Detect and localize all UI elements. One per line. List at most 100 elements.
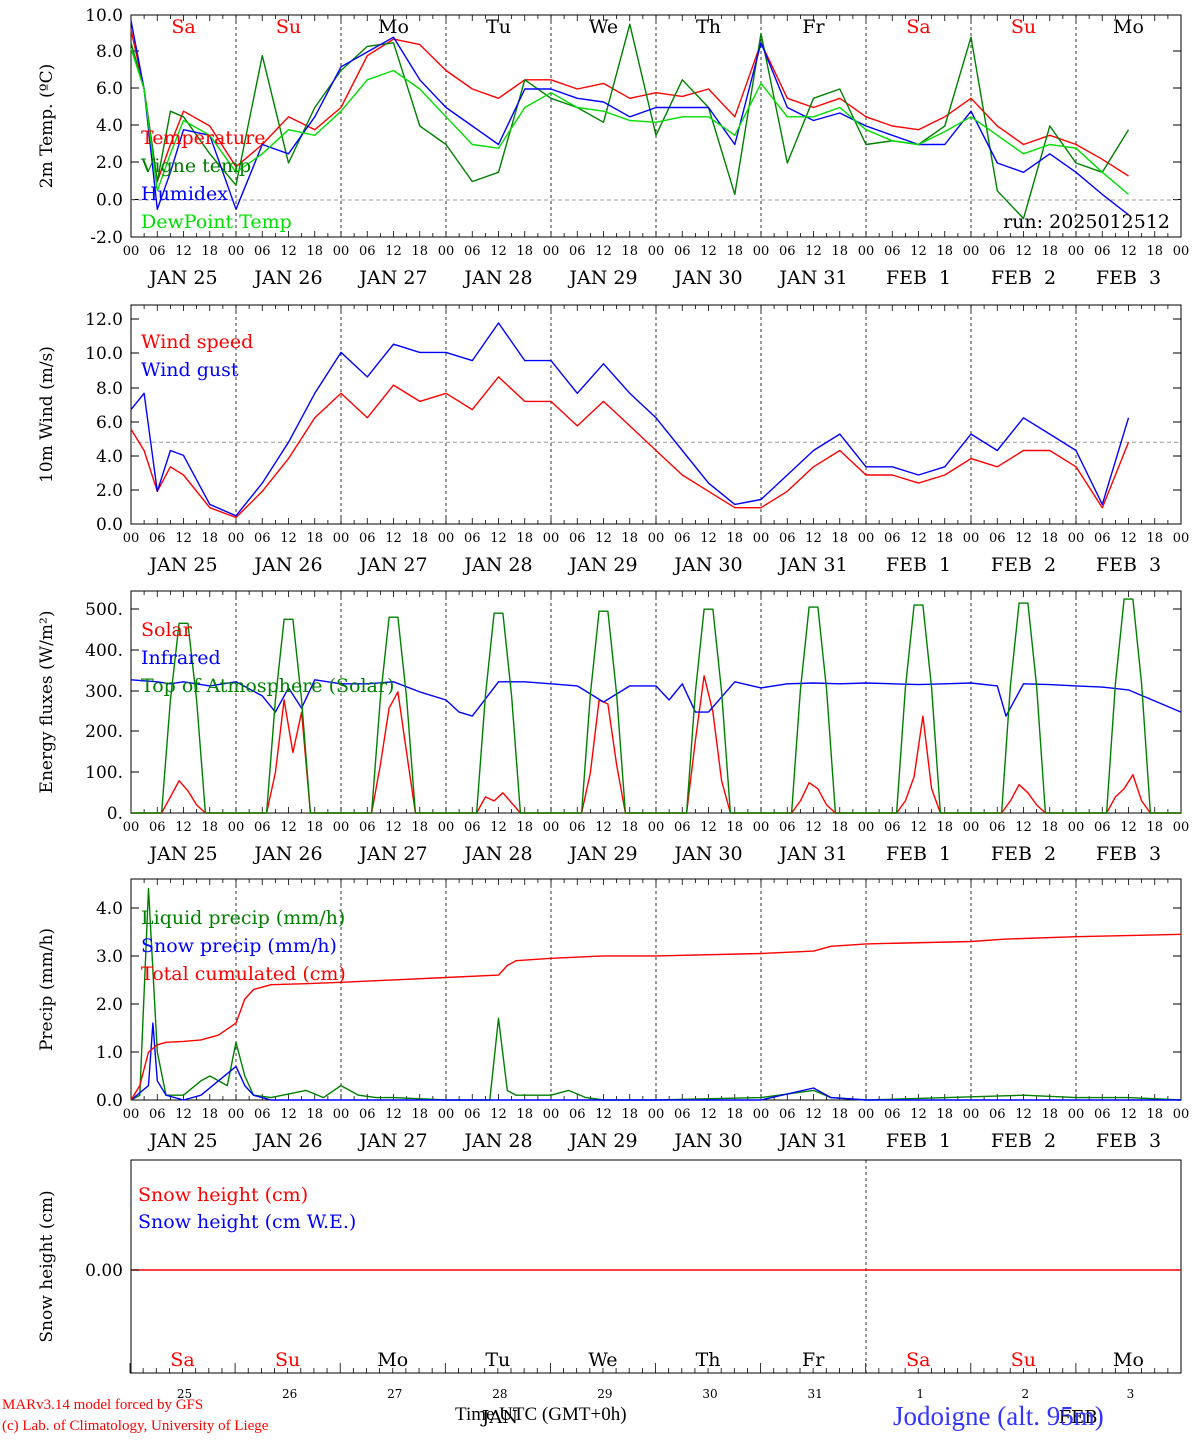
legend-entry: Infrared xyxy=(141,647,221,669)
hour-tick-label: 06 xyxy=(884,820,901,835)
hour-tick-label: 18 xyxy=(306,1107,323,1122)
hour-tick-label: 18 xyxy=(306,244,323,259)
hour-tick-label: 12 xyxy=(910,244,927,259)
day-number: 2 xyxy=(1022,1387,1030,1401)
hour-tick-label: 12 xyxy=(1015,1107,1032,1122)
hour-tick-label: 06 xyxy=(1094,531,1111,546)
hour-tick-label: 12 xyxy=(1120,1107,1137,1122)
hour-tick-label: 06 xyxy=(884,244,901,259)
day-number: 29 xyxy=(597,1387,612,1401)
y-axis-label: 2m Temp. (ºC) xyxy=(37,64,57,189)
hour-tick-label: 06 xyxy=(359,1107,376,1122)
hour-tick-label: 12 xyxy=(1015,244,1032,259)
hour-tick-label: 00 xyxy=(648,820,665,835)
hour-tick-label: 00 xyxy=(438,531,455,546)
hour-tick-label: 12 xyxy=(805,244,822,259)
hour-tick-label: 18 xyxy=(411,1107,428,1122)
date-label: FEB 2 xyxy=(991,843,1056,865)
hour-tick-label: 18 xyxy=(621,820,638,835)
hour-tick-label: 18 xyxy=(1041,531,1058,546)
date-label: FEB 3 xyxy=(1096,554,1161,576)
hour-tick-label: 18 xyxy=(936,244,953,259)
day-name: We xyxy=(589,16,618,38)
day-name: Mo xyxy=(378,16,409,38)
series-line-temperature xyxy=(130,29,1129,183)
hour-tick-label: 18 xyxy=(201,1107,218,1122)
month-label: JAN xyxy=(480,1407,518,1428)
series-line-total-cumulated-cm- xyxy=(130,933,1182,1101)
hour-tick-label: 00 xyxy=(438,244,455,259)
hour-tick-label: 18 xyxy=(201,531,218,546)
date-label: JAN 30 xyxy=(672,843,742,865)
hour-tick-label: 18 xyxy=(726,1107,743,1122)
date-label: JAN 31 xyxy=(777,843,847,865)
hour-tick-label: 06 xyxy=(989,244,1006,259)
y-tick-label: 4.0 xyxy=(96,447,123,467)
hour-tick-label: 06 xyxy=(1094,244,1111,259)
hour-tick-label: 00 xyxy=(648,244,665,259)
hour-tick-label: 06 xyxy=(464,531,481,546)
hour-tick-label: 06 xyxy=(569,1107,586,1122)
day-name: Fr xyxy=(802,16,825,38)
legend-entry: Wind gust xyxy=(141,359,239,381)
hour-tick-label: 18 xyxy=(621,244,638,259)
y-axis-label: 10m Wind (m/s) xyxy=(37,346,57,483)
hour-tick-label: 18 xyxy=(936,531,953,546)
hour-tick-label: 12 xyxy=(280,820,297,835)
hour-tick-label: 12 xyxy=(490,820,507,835)
x-axis-label: Time UTC (GMT+0h) xyxy=(455,1404,627,1425)
hour-tick-label: 18 xyxy=(516,531,533,546)
hour-tick-label: 06 xyxy=(1094,820,1111,835)
hour-tick-label: 12 xyxy=(385,531,402,546)
y-tick-label: 0.00 xyxy=(85,1261,123,1281)
hour-tick-label: 12 xyxy=(175,820,192,835)
hour-tick-label: 00 xyxy=(123,244,140,259)
hour-tick-label: 00 xyxy=(753,820,770,835)
hour-tick-label: 12 xyxy=(700,244,717,259)
y-axis-label: Energy fluxes (W/m²) xyxy=(37,611,57,794)
date-label: JAN 25 xyxy=(147,843,217,865)
series-line-vigne-temp xyxy=(130,23,1130,220)
date-label: JAN 30 xyxy=(672,1130,742,1152)
hour-tick-label: 12 xyxy=(175,531,192,546)
day-name: Su xyxy=(1011,1349,1036,1371)
day-number: 27 xyxy=(387,1387,402,1401)
hour-tick-label: 00 xyxy=(753,1107,770,1122)
series-line-wind-gust xyxy=(130,322,1130,517)
hour-tick-label: 06 xyxy=(779,1107,796,1122)
hour-tick-label: 12 xyxy=(280,1107,297,1122)
day-number: 1 xyxy=(916,1387,924,1401)
hour-tick-label: 06 xyxy=(674,820,691,835)
hour-tick-label: 12 xyxy=(700,531,717,546)
y-tick-label: -2.0 xyxy=(90,228,123,248)
hour-tick-label: 06 xyxy=(254,1107,271,1122)
date-label: FEB 3 xyxy=(1096,267,1161,289)
day-name: Sa xyxy=(171,16,195,38)
hour-tick-label: 00 xyxy=(438,1107,455,1122)
hour-tick-label: 00 xyxy=(753,531,770,546)
day-name: Tu xyxy=(485,1349,510,1371)
hour-tick-label: 00 xyxy=(333,820,350,835)
hour-tick-label: 06 xyxy=(464,820,481,835)
hour-tick-label: 06 xyxy=(674,531,691,546)
legend-entry: Snow height (cm W.E.) xyxy=(138,1211,356,1233)
y-tick-label: 4.0 xyxy=(96,116,123,136)
hour-tick-label: 12 xyxy=(490,1107,507,1122)
date-label: JAN 27 xyxy=(357,554,427,576)
series-line-top-of-atmosphere-solar- xyxy=(131,598,1181,814)
hour-tick-label: 00 xyxy=(963,1107,980,1122)
date-label: FEB 1 xyxy=(886,843,951,865)
date-label: JAN 25 xyxy=(147,1130,217,1152)
hour-tick-label: 00 xyxy=(648,531,665,546)
hour-tick-label: 18 xyxy=(936,820,953,835)
series-line-wind-speed xyxy=(130,376,1130,519)
y-tick-label: 3.0 xyxy=(96,947,123,967)
hour-tick-label: 18 xyxy=(1146,1107,1163,1122)
day-name: We xyxy=(588,1349,617,1371)
date-label: FEB 2 xyxy=(991,554,1056,576)
hour-tick-label: 06 xyxy=(149,820,166,835)
day-name: Su xyxy=(276,16,301,38)
day-name: Mo xyxy=(1113,1349,1144,1371)
hour-tick-label: 18 xyxy=(621,1107,638,1122)
